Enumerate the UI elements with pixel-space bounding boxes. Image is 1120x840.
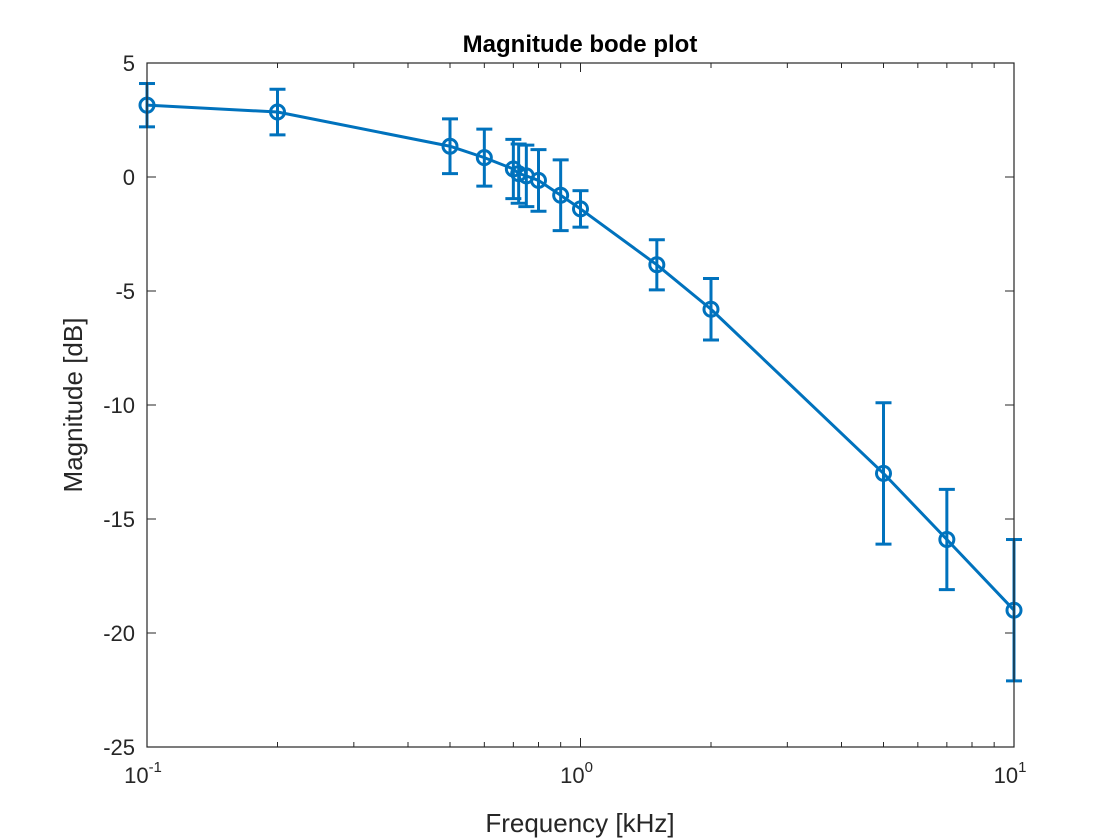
data-point-marker — [702, 300, 720, 318]
chart-title: Magnitude bode plot — [463, 31, 698, 58]
data-point-marker — [510, 165, 528, 183]
plot-frame — [146, 62, 1015, 748]
data-point-marker — [268, 103, 286, 121]
data-point-marker — [875, 464, 893, 482]
data-point-marker — [475, 149, 493, 167]
y-tick-label: 0 — [123, 165, 135, 190]
y-tick-label: -15 — [103, 507, 135, 532]
y-tick-label: -25 — [103, 735, 135, 760]
data-point-marker — [572, 200, 589, 218]
data-point-marker — [552, 186, 570, 204]
data-point-marker — [648, 256, 666, 274]
plot-area — [147, 63, 1014, 747]
x-axis-label: Frequency [kHz] — [485, 808, 674, 838]
data-point-marker — [529, 171, 547, 189]
x-tick-label: 100 — [560, 759, 593, 788]
data-point-marker — [441, 137, 459, 155]
y-tick-label: 5 — [123, 51, 135, 76]
x-tick-label: 10-1 — [124, 759, 162, 788]
x-tick-label: 101 — [994, 759, 1027, 788]
y-tick-label: -5 — [115, 279, 135, 304]
series-group — [138, 82, 1023, 683]
data-point-marker — [938, 531, 956, 549]
y-axis-label: Magnitude [dB] — [58, 318, 88, 493]
y-tick-label: -20 — [103, 621, 135, 646]
y-tick-label: -10 — [103, 393, 135, 418]
